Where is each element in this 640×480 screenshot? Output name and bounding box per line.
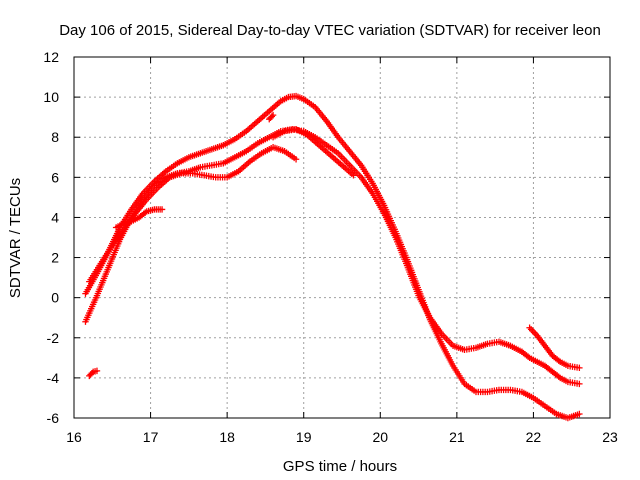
- x-tick-label: 21: [449, 429, 465, 445]
- x-tick-label: 17: [143, 429, 159, 445]
- series-s9: [266, 111, 277, 123]
- data-point: [576, 410, 583, 418]
- x-tick-label: 19: [296, 429, 312, 445]
- series-s7: [526, 324, 583, 372]
- series-s2: [82, 126, 526, 356]
- data-point: [158, 206, 166, 213]
- data-point: [93, 367, 101, 375]
- y-tick-label: -2: [47, 330, 60, 346]
- y-tick-label: -4: [47, 370, 60, 386]
- series-s5: [86, 367, 101, 380]
- x-tick-labels: 16 17 18 19 20 21 22 23: [66, 429, 618, 445]
- data-point: [350, 172, 357, 179]
- y-axis-label: SDTVAR / TECUs: [7, 178, 24, 298]
- series-s4: [112, 206, 166, 231]
- data-points: [82, 92, 583, 422]
- grid: [74, 57, 610, 418]
- x-tick-label: 22: [526, 429, 542, 445]
- series-s1: [82, 92, 583, 422]
- data-point: [268, 113, 276, 120]
- series-s8: [518, 348, 583, 388]
- y-tick-label: -6: [47, 410, 60, 426]
- data-point: [576, 380, 583, 388]
- y-tick-label: 10: [43, 89, 59, 105]
- y-tick-label: 12: [43, 49, 59, 65]
- y-tick-label: 6: [51, 169, 59, 185]
- x-tick-label: 16: [66, 429, 82, 445]
- series-s3: [86, 144, 300, 285]
- series-s6: [269, 126, 357, 179]
- x-tick-label: 23: [602, 429, 618, 445]
- y-tick-label: 2: [51, 250, 59, 266]
- y-tick-label: 0: [51, 290, 59, 306]
- y-tick-label: 8: [51, 129, 59, 145]
- axis-ticks: [73, 56, 611, 419]
- data-point: [269, 111, 277, 119]
- y-tick-label: 4: [51, 209, 59, 225]
- x-tick-label: 18: [219, 429, 235, 445]
- chart-title: Day 106 of 2015, Sidereal Day-to-day VTE…: [59, 22, 601, 39]
- y-tick-labels: -6 -4 -2 0 2 4 6 8 10 12: [43, 49, 59, 426]
- data-point: [292, 156, 300, 163]
- plot-frame: [73, 56, 611, 419]
- x-axis-label: GPS time / hours: [283, 458, 397, 475]
- data-point: [576, 364, 583, 372]
- x-tick-label: 20: [372, 429, 388, 445]
